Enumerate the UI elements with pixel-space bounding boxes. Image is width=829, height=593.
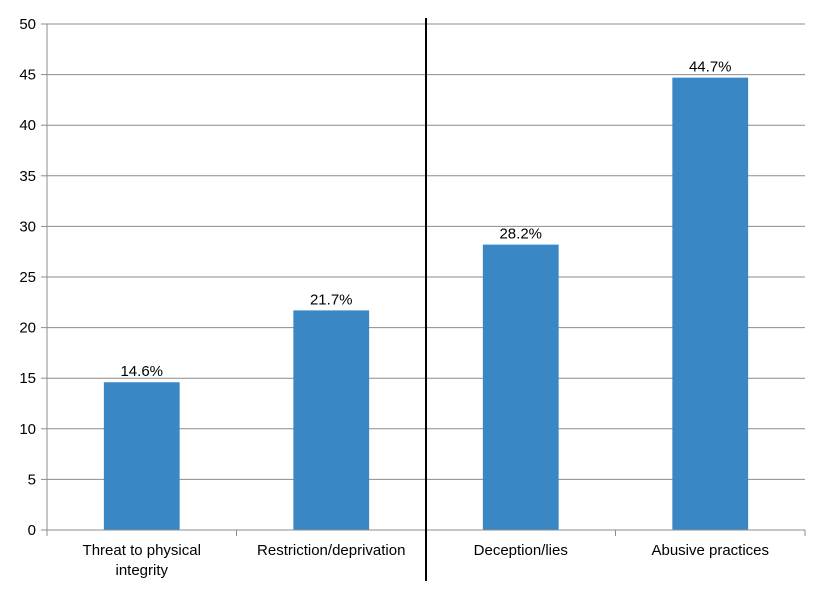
bar-1	[103, 382, 180, 530]
y-tick-label: 35	[19, 168, 36, 185]
bar-3	[482, 244, 559, 530]
y-axis: 0 5 10 15 20 25 30 35 40 45 50	[19, 16, 48, 539]
bar-2	[293, 310, 370, 530]
y-tick-label: 20	[19, 320, 36, 337]
data-label-2: 21.7%	[310, 291, 353, 308]
y-tick-label: 40	[19, 117, 36, 134]
bars	[103, 77, 749, 531]
data-label-3: 28.2%	[499, 226, 542, 243]
y-tick-label: 15	[19, 370, 36, 387]
category-label-4: Abusive practices	[651, 542, 769, 559]
data-label-4: 44.7%	[689, 59, 732, 76]
data-label-1: 14.6%	[120, 363, 163, 380]
category-label-1: integrity	[115, 562, 168, 579]
y-tick-label: 45	[19, 67, 36, 84]
category-label-1: Threat to physical	[83, 542, 201, 559]
y-tick-label: 10	[19, 421, 36, 438]
y-tick-label: 30	[19, 218, 36, 235]
y-tick-label: 5	[28, 471, 36, 488]
bar-4	[672, 77, 749, 531]
y-tick-label: 25	[19, 269, 36, 286]
y-tick-label: 0	[28, 522, 36, 539]
data-labels: 14.6% 21.7% 28.2% 44.7%	[120, 59, 731, 381]
y-tick-label: 50	[19, 16, 36, 33]
category-label-3: Deception/lies	[474, 542, 568, 559]
category-label-2: Restriction/deprivation	[257, 542, 405, 559]
